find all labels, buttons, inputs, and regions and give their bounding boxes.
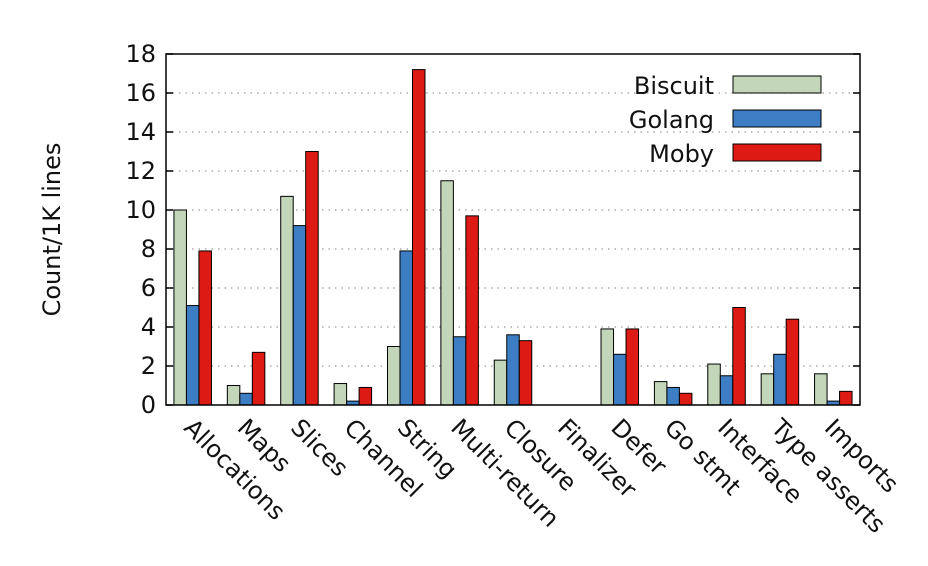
bar-golang-multi-return bbox=[452, 336, 467, 406]
y-tick-label: 16 bbox=[125, 79, 156, 107]
bar-golang-go-stmt bbox=[666, 386, 680, 406]
y-tick-label: 10 bbox=[125, 196, 156, 224]
y-tick-label: 18 bbox=[125, 40, 156, 68]
bar-golang-maps bbox=[239, 392, 253, 406]
legend-label: Golang bbox=[629, 106, 714, 134]
legend-label: Biscuit bbox=[634, 72, 714, 100]
bar-biscuit-string bbox=[386, 346, 401, 406]
legend-swatch-golang bbox=[732, 109, 822, 128]
bar-biscuit-go-stmt bbox=[653, 381, 668, 406]
bar-biscuit-allocations bbox=[173, 209, 187, 406]
bar-golang-closure bbox=[506, 334, 520, 406]
bar-biscuit-maps bbox=[226, 385, 241, 406]
bar-moby-channel bbox=[358, 386, 373, 406]
bar-moby-multi-return bbox=[465, 215, 479, 406]
bar-golang-interface bbox=[719, 375, 734, 406]
bar-golang-slices bbox=[292, 225, 307, 406]
bar-biscuit-type-asserts bbox=[760, 373, 775, 406]
x-category-label: Slices bbox=[285, 413, 354, 482]
bar-golang-defer bbox=[613, 353, 627, 406]
legend-label: Moby bbox=[649, 140, 714, 168]
bar-biscuit-closure bbox=[493, 359, 508, 406]
bar-golang-allocations bbox=[185, 305, 200, 406]
bar-golang-type-asserts bbox=[773, 353, 787, 406]
bar-biscuit-interface bbox=[707, 363, 721, 406]
bar-biscuit-imports bbox=[814, 373, 828, 406]
y-tick-label: 8 bbox=[141, 235, 156, 263]
bar-moby-string bbox=[411, 69, 426, 406]
y-tick-label: 14 bbox=[125, 118, 156, 146]
bar-moby-maps bbox=[251, 351, 266, 406]
bar-moby-slices bbox=[305, 151, 319, 406]
bar-moby-type-asserts bbox=[785, 318, 800, 406]
bar-golang-string bbox=[399, 250, 413, 406]
legend: Biscuit Golang Moby bbox=[629, 72, 822, 168]
bar-moby-defer bbox=[625, 328, 640, 406]
bar-moby-go-stmt bbox=[678, 392, 693, 406]
bar-biscuit-defer bbox=[600, 328, 615, 406]
legend-swatch-moby bbox=[732, 143, 822, 162]
y-axis-label: Count/1K lines bbox=[38, 143, 66, 317]
bar-biscuit-slices bbox=[280, 195, 294, 406]
y-tick-label: 2 bbox=[141, 352, 156, 380]
bar-moby-imports bbox=[839, 390, 853, 406]
y-tick-label: 0 bbox=[141, 391, 156, 419]
y-tick-label: 6 bbox=[141, 274, 156, 302]
plot-frame bbox=[165, 53, 861, 406]
bar-biscuit-channel bbox=[333, 383, 348, 406]
bar-moby-closure bbox=[518, 340, 533, 406]
y-tick-label: 4 bbox=[141, 313, 156, 341]
bar-moby-allocations bbox=[198, 250, 212, 406]
bars bbox=[173, 69, 853, 406]
bar-moby-interface bbox=[732, 307, 746, 406]
y-axis-ticks: 0 2 4 6 8 10 12 14 16 18 bbox=[125, 40, 860, 419]
legend-swatch-biscuit bbox=[732, 75, 822, 94]
grid-lines bbox=[166, 92, 860, 367]
x-axis-labels: AllocationsMapsSlicesChannelStringMulti-… bbox=[178, 413, 904, 539]
y-tick-label: 12 bbox=[125, 157, 156, 185]
bar-biscuit-multi-return bbox=[440, 180, 454, 406]
